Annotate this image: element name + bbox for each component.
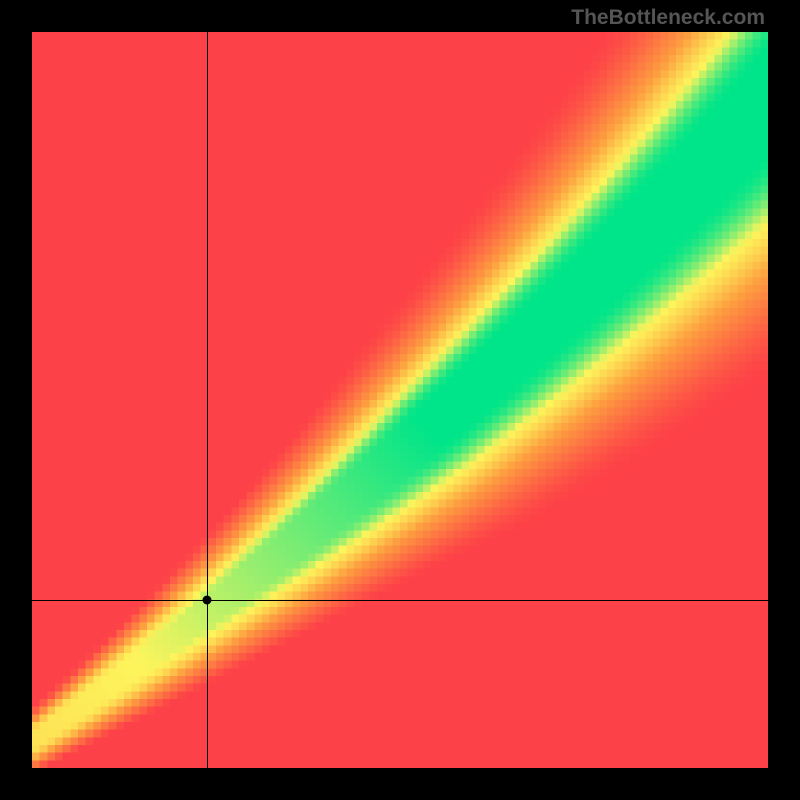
watermark: TheBottleneck.com (571, 6, 765, 30)
crosshair-vertical (207, 32, 208, 768)
heatmap-canvas (32, 32, 768, 768)
crosshair-horizontal (32, 600, 768, 601)
marker-dot (203, 596, 212, 605)
chart-container: TheBottleneck.com (0, 0, 800, 800)
plot-area (32, 32, 768, 768)
